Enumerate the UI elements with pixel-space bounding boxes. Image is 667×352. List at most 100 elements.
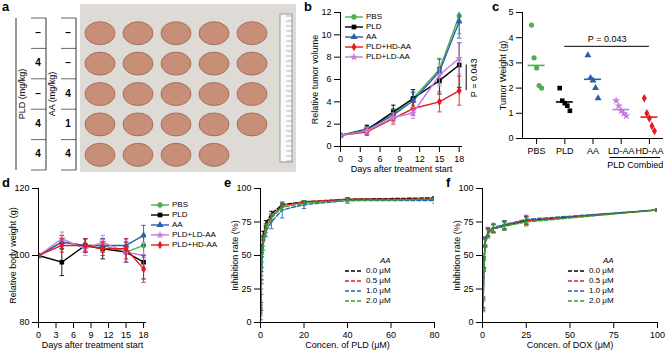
svg-text:Inhibition rate (%): Inhibition rate (%) [452,220,462,291]
svg-text:Concen. of PLD (μM): Concen. of PLD (μM) [305,340,390,350]
svg-text:75: 75 [463,217,473,227]
svg-text:PLD Combied: PLD Combied [607,160,663,170]
svg-text:1: 1 [508,108,513,118]
svg-text:–: – [65,27,71,38]
svg-text:P = 0.043: P = 0.043 [469,59,479,98]
html-text:PLD+HD-AA: PLD+HD-AA [172,240,218,249]
svg-text:100: 100 [236,183,251,193]
svg-text:20: 20 [299,330,309,340]
svg-text:–: – [65,57,71,68]
svg-text:25: 25 [463,284,473,294]
html-text:PBS: PBS [172,200,188,209]
svg-text:3: 3 [508,58,513,68]
svg-text:LD-AA: LD-AA [608,146,635,156]
svg-text:12: 12 [104,330,114,340]
svg-text:4: 4 [508,33,513,43]
svg-text:0: 0 [480,330,485,340]
svg-text:0: 0 [338,154,343,164]
svg-text:0: 0 [258,330,263,340]
svg-text:75: 75 [241,217,251,227]
html-text:PLD: PLD [172,210,188,219]
svg-text:25: 25 [241,284,251,294]
svg-text:12: 12 [415,154,425,164]
svg-text:0: 0 [36,330,41,340]
html-text:0.5 μM: 0.5 μM [366,276,391,285]
svg-text:4: 4 [35,118,41,129]
html-text:2.0 μM: 2.0 μM [366,296,391,305]
svg-text:PBS: PBS [528,146,546,156]
svg-text:80: 80 [429,330,439,340]
svg-text:18: 18 [139,330,149,340]
svg-text:50: 50 [241,250,251,260]
svg-text:9: 9 [397,154,402,164]
svg-text:PLD: PLD [556,146,574,156]
svg-text:P = 0.043: P = 0.043 [588,34,627,44]
svg-text:6: 6 [71,330,76,340]
svg-text:3: 3 [54,330,59,340]
svg-text:50: 50 [565,330,575,340]
html-text:AA: AA [380,256,391,265]
svg-text:Days after treatment start: Days after treatment start [42,340,144,350]
svg-text:Tumor Weight (g): Tumor Weight (g) [498,41,508,111]
svg-text:4: 4 [35,148,41,159]
svg-text:80: 80 [19,317,29,327]
html-text:AA: AA [172,220,183,229]
svg-text:HD-AA: HD-AA [635,146,663,156]
svg-text:4: 4 [65,88,71,99]
svg-text:2: 2 [508,83,513,93]
html-text:PLD: PLD [366,22,382,31]
svg-text:0: 0 [326,141,331,151]
svg-text:6: 6 [378,154,383,164]
svg-text:Days after treatment start: Days after treatment start [351,164,453,174]
svg-text:–: – [35,88,41,99]
svg-text:AA: AA [587,146,599,156]
svg-text:3: 3 [358,154,363,164]
svg-text:60: 60 [386,330,396,340]
svg-text:8: 8 [326,52,331,62]
html-text:PBS: PBS [366,12,382,21]
svg-text:0: 0 [246,317,251,327]
svg-text:12: 12 [321,7,331,17]
svg-text:5: 5 [508,7,513,17]
html-text:1.0 μM: 1.0 μM [589,286,614,295]
svg-text:Concen. of DOX (μM): Concen. of DOX (μM) [527,340,614,350]
svg-text:Relative body weight (g): Relative body weight (g) [8,207,18,304]
svg-text:75: 75 [609,330,619,340]
svg-text:100: 100 [14,250,30,261]
svg-text:50: 50 [463,250,473,260]
svg-text:Relative tumor volume: Relative tumor volume [310,35,320,125]
svg-text:100: 100 [650,330,665,340]
svg-text:15: 15 [121,330,131,340]
svg-text:15: 15 [434,154,444,164]
svg-text:40: 40 [342,330,352,340]
svg-text:4: 4 [65,148,71,159]
svg-text:18: 18 [454,154,464,164]
svg-text:0: 0 [508,133,513,143]
html-text:PLD+LD-AA: PLD+LD-AA [172,230,216,239]
svg-text:9: 9 [89,330,94,340]
svg-text:1: 1 [65,118,71,129]
html-text:0.0 μM: 0.0 μM [589,266,614,275]
html-text:AA: AA [603,256,614,265]
svg-text:–: – [35,27,41,38]
svg-text:6: 6 [326,74,331,84]
svg-text:PLD (mg/kg): PLD (mg/kg) [17,69,27,120]
svg-text:10: 10 [321,30,331,40]
svg-text:4: 4 [35,57,41,68]
svg-text:AA (mg/kg): AA (mg/kg) [47,72,57,117]
svg-text:4: 4 [326,97,331,107]
svg-text:2: 2 [326,119,331,129]
svg-text:0: 0 [468,317,473,327]
html-text:AA: AA [366,32,377,41]
html-text:0.5 μM: 0.5 μM [589,276,614,285]
html-text:PLD+HD-AA: PLD+HD-AA [366,42,412,51]
svg-text:25: 25 [521,330,531,340]
html-text:0.0 μM: 0.0 μM [366,266,391,275]
svg-text:120: 120 [14,183,29,193]
html-text:a: a [2,0,10,14]
html-text:2.0 μM: 2.0 μM [589,296,614,305]
html-text:1.0 μM: 1.0 μM [366,286,391,295]
svg-text:Inhibition rate (%): Inhibition rate (%) [230,220,240,291]
svg-text:100: 100 [458,183,473,193]
html-text:PLD+LD-AA: PLD+LD-AA [366,52,410,61]
